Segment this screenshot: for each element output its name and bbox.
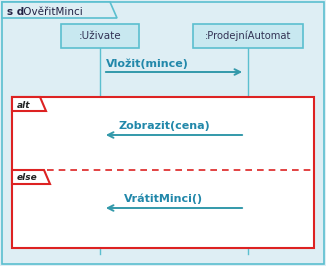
Polygon shape: [12, 97, 46, 111]
Text: OvěřitMinci: OvěřitMinci: [20, 7, 83, 17]
Text: :Uživate: :Uživate: [79, 31, 121, 41]
Text: alt: alt: [17, 101, 31, 110]
Text: :ProdejníAutomat: :ProdejníAutomat: [205, 31, 291, 41]
Polygon shape: [2, 2, 117, 18]
Text: VrátitMinci(): VrátitMinci(): [125, 194, 203, 204]
Polygon shape: [12, 170, 50, 184]
Text: s d: s d: [7, 7, 24, 17]
Bar: [12, 97, 314, 248]
Text: Zobrazit(cena): Zobrazit(cena): [118, 121, 210, 131]
Bar: [193, 24, 303, 48]
Text: Vložit(mince): Vložit(mince): [106, 59, 189, 69]
Text: else: else: [17, 173, 38, 182]
Bar: [61, 24, 139, 48]
